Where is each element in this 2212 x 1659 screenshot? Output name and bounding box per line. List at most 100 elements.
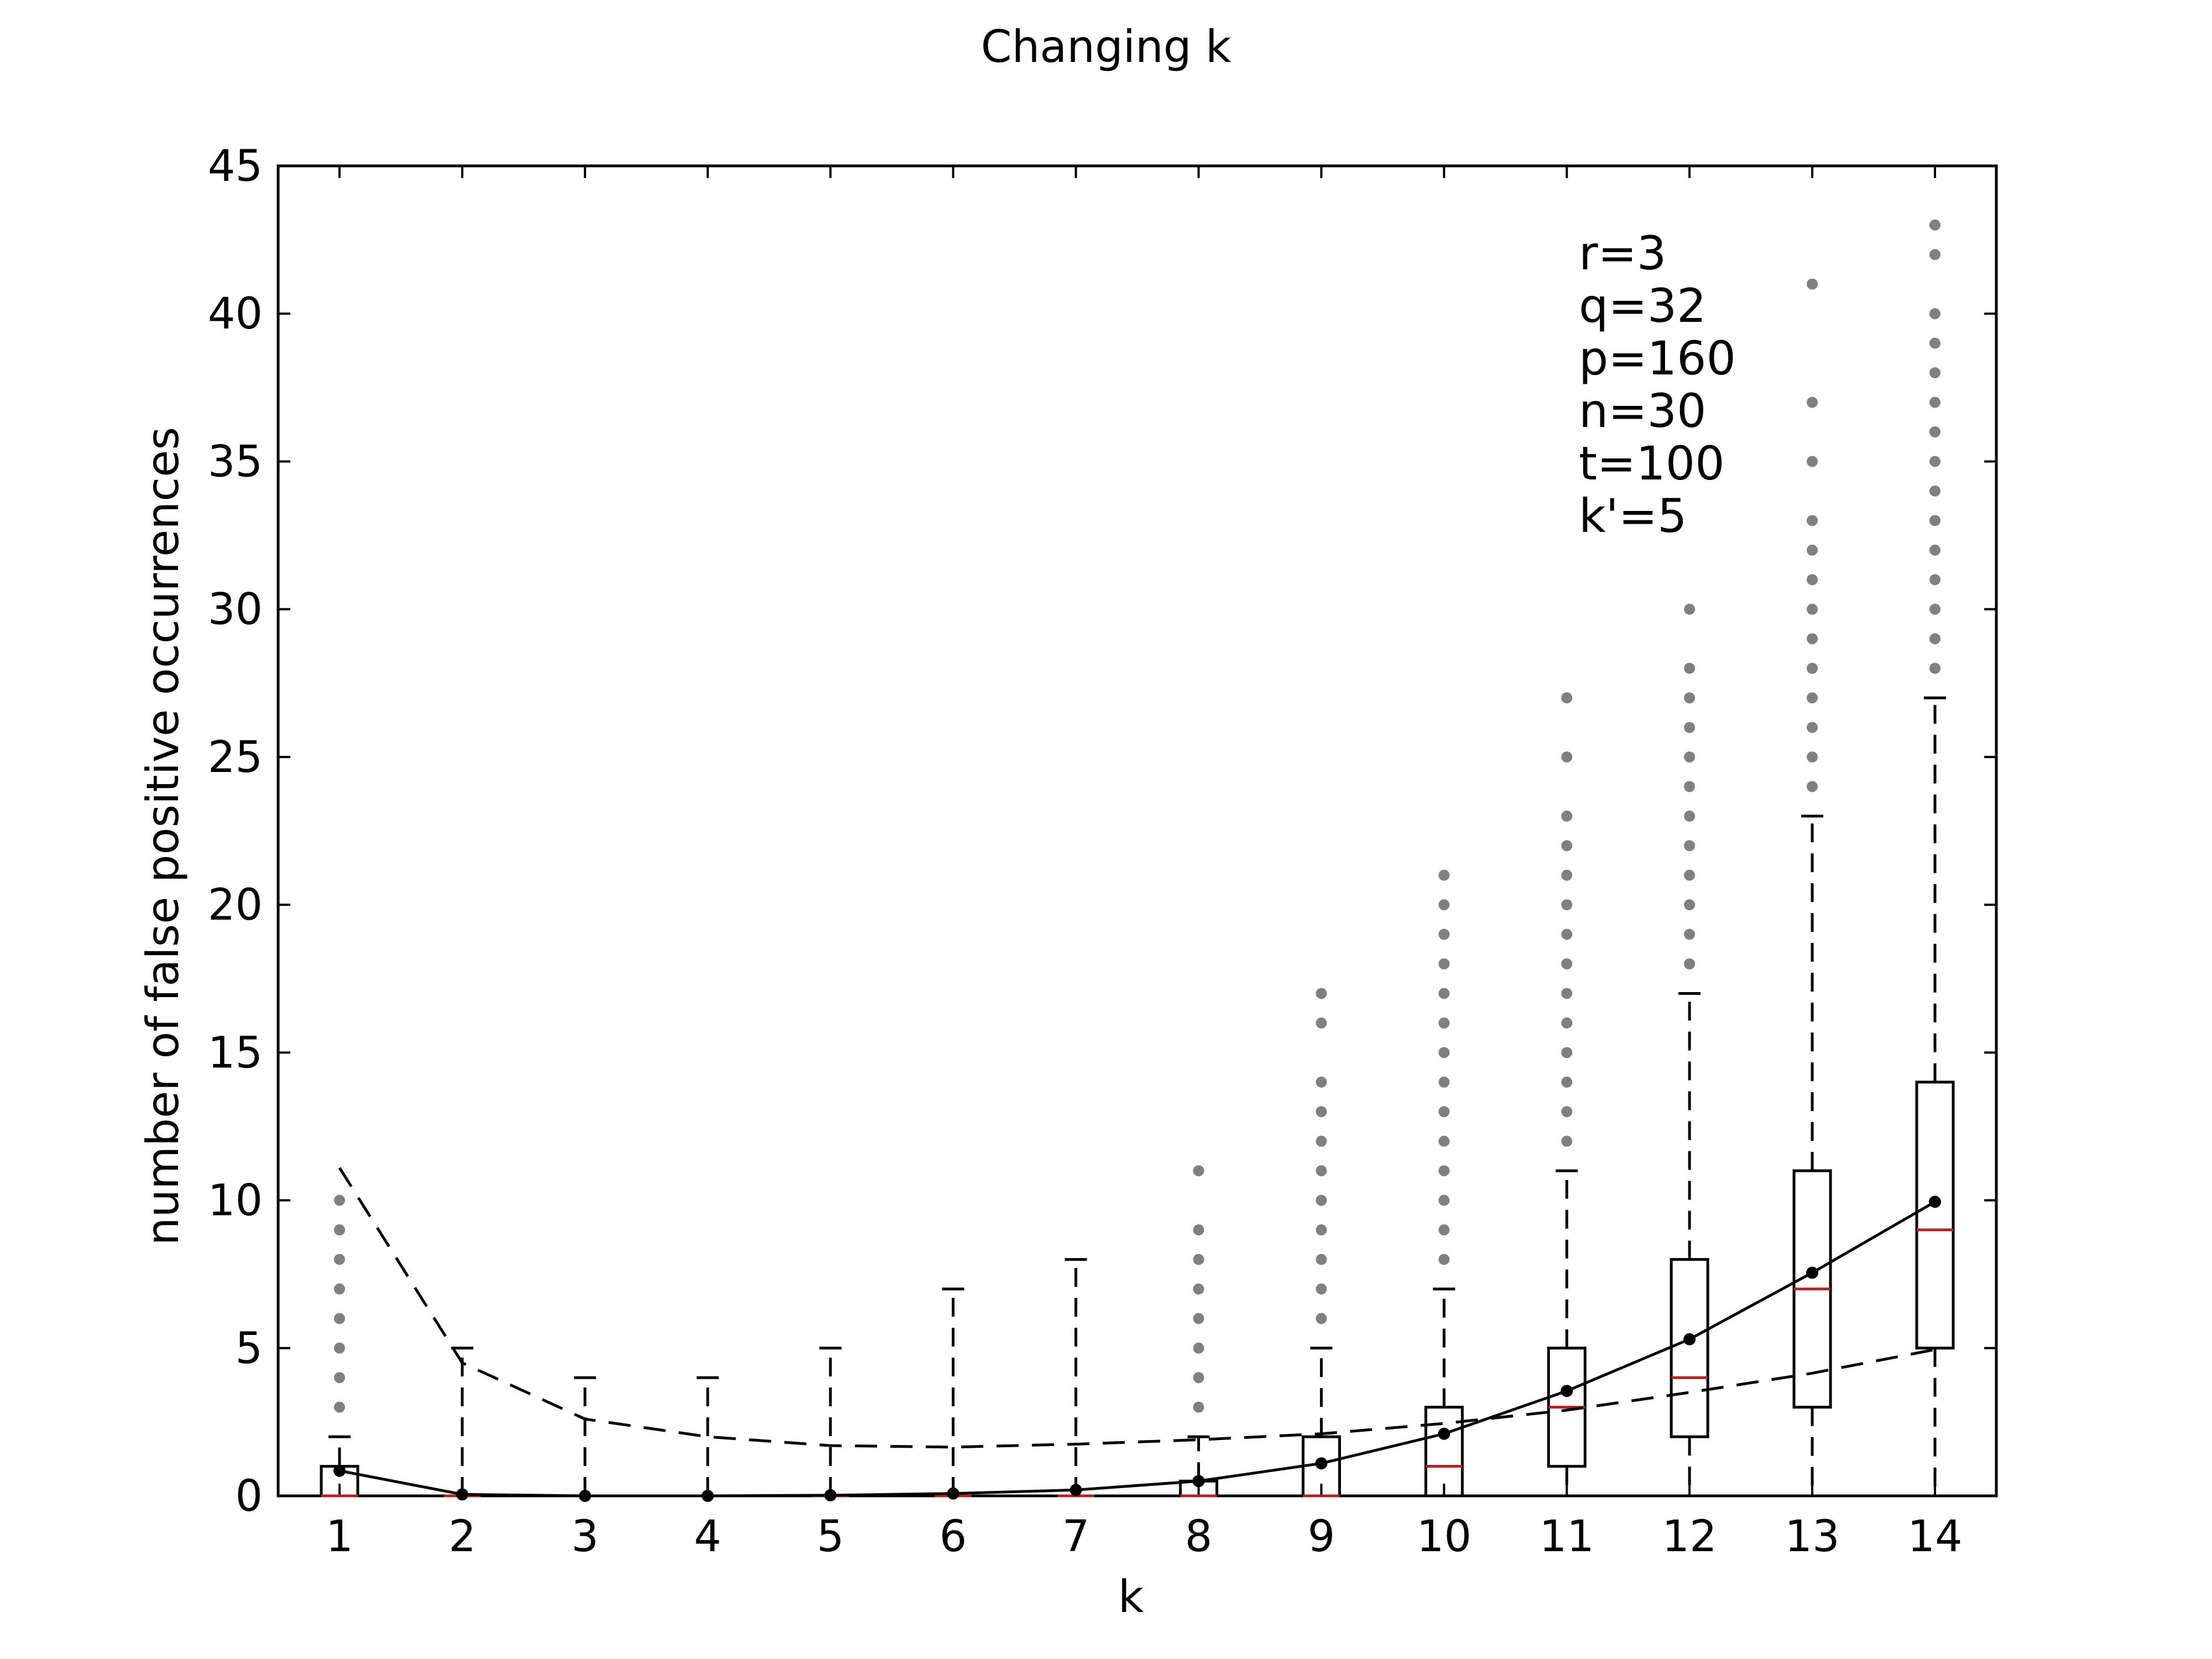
box-12 bbox=[1670, 603, 1709, 1498]
flier-point bbox=[1561, 692, 1573, 703]
x-tick-label: 10 bbox=[1417, 1512, 1472, 1562]
flier-point bbox=[1316, 1017, 1327, 1029]
flier-point bbox=[1561, 810, 1573, 822]
annotation-line: k'=5 bbox=[1579, 489, 1687, 543]
flier-point bbox=[1684, 781, 1695, 792]
flier-point bbox=[1929, 544, 1941, 556]
flier-point bbox=[1807, 603, 1818, 615]
flier-point bbox=[1561, 1017, 1573, 1029]
annotation-line: n=30 bbox=[1579, 384, 1707, 438]
x-tick-label: 3 bbox=[571, 1512, 599, 1562]
box-9 bbox=[1301, 988, 1341, 1498]
x-tick-label: 9 bbox=[1308, 1512, 1335, 1562]
flier-point bbox=[1316, 1165, 1327, 1177]
series-marker bbox=[456, 1488, 468, 1501]
flier-point bbox=[1561, 840, 1573, 852]
flier-point bbox=[1438, 1135, 1450, 1147]
x-tick-label: 6 bbox=[940, 1512, 967, 1562]
flier-point bbox=[333, 1372, 345, 1384]
box-11 bbox=[1547, 692, 1587, 1498]
x-tick-label: 4 bbox=[694, 1512, 722, 1562]
y-tick-label: 25 bbox=[208, 733, 263, 782]
flier-point bbox=[1684, 662, 1695, 674]
flier-point bbox=[1193, 1224, 1204, 1235]
flier-point bbox=[1316, 1283, 1327, 1295]
y-tick-label: 35 bbox=[208, 437, 263, 487]
x-tick-label: 7 bbox=[1062, 1512, 1090, 1562]
flier-point bbox=[1561, 869, 1573, 881]
flier-point bbox=[1684, 810, 1695, 822]
x-tick-label: 8 bbox=[1185, 1512, 1213, 1562]
flier-point bbox=[1684, 722, 1695, 733]
flier-point bbox=[333, 1194, 345, 1206]
flier-point bbox=[1438, 1106, 1450, 1118]
flier-point bbox=[1807, 515, 1818, 526]
flier-point bbox=[333, 1342, 345, 1354]
series-marker bbox=[701, 1490, 714, 1502]
series-marker bbox=[1806, 1266, 1819, 1279]
y-tick-label: 5 bbox=[235, 1324, 263, 1374]
flier-point bbox=[1929, 603, 1941, 615]
flier-point bbox=[333, 1401, 345, 1413]
x-tick-label: 2 bbox=[448, 1512, 476, 1562]
flier-point bbox=[333, 1283, 345, 1295]
flier-point bbox=[1807, 751, 1818, 763]
flier-point bbox=[1684, 840, 1695, 852]
flier-point bbox=[1807, 278, 1818, 290]
flier-point bbox=[1193, 1254, 1204, 1265]
flier-point bbox=[1193, 1165, 1204, 1177]
box-iqr bbox=[1424, 1406, 1464, 1498]
x-tick-label: 1 bbox=[326, 1512, 353, 1562]
flier-point bbox=[1438, 1165, 1450, 1177]
series-marker bbox=[1683, 1333, 1696, 1345]
flier-point bbox=[1561, 1047, 1573, 1058]
flier-point bbox=[1316, 1313, 1327, 1324]
flier-point bbox=[1316, 1194, 1327, 1206]
flier-point bbox=[1561, 928, 1573, 940]
x-tick-label: 5 bbox=[817, 1512, 844, 1562]
flier-point bbox=[1561, 988, 1573, 999]
y-tick-label: 45 bbox=[208, 142, 263, 191]
annotation-line: r=3 bbox=[1579, 226, 1666, 280]
flier-point bbox=[1193, 1372, 1204, 1384]
flier-point bbox=[1316, 1076, 1327, 1088]
flier-point bbox=[1929, 633, 1941, 645]
x-tick-label: 11 bbox=[1540, 1512, 1594, 1562]
y-tick-label: 15 bbox=[208, 1028, 263, 1078]
flier-point bbox=[1929, 219, 1941, 231]
annotation-line: t=100 bbox=[1579, 436, 1725, 491]
flier-point bbox=[1807, 544, 1818, 556]
x-tick-label: 13 bbox=[1785, 1512, 1839, 1562]
flier-point bbox=[1438, 1047, 1450, 1058]
flier-point bbox=[1438, 1194, 1450, 1206]
flier-point bbox=[1807, 722, 1818, 733]
flier-point bbox=[1807, 692, 1818, 703]
flier-point bbox=[1684, 928, 1695, 940]
flier-point bbox=[1684, 899, 1695, 911]
series-marker bbox=[1192, 1475, 1205, 1488]
dashed-line-series bbox=[338, 1167, 1936, 1449]
flier-point bbox=[1929, 308, 1941, 320]
y-tick-label: 0 bbox=[235, 1472, 263, 1521]
flier-point bbox=[1438, 1254, 1450, 1265]
flier-point bbox=[1807, 781, 1818, 792]
flier-point bbox=[333, 1224, 345, 1235]
flier-point bbox=[1438, 928, 1450, 940]
flier-point bbox=[1316, 988, 1327, 999]
y-tick-label: 30 bbox=[208, 585, 263, 635]
flier-point bbox=[1561, 1135, 1573, 1147]
flier-point bbox=[1438, 958, 1450, 969]
flier-point bbox=[1684, 958, 1695, 969]
flier-point bbox=[1929, 367, 1941, 379]
flier-point bbox=[1438, 1017, 1450, 1029]
flier-point bbox=[1438, 988, 1450, 999]
y-tick-label: 10 bbox=[208, 1176, 263, 1226]
flier-point bbox=[1561, 958, 1573, 969]
flier-point bbox=[1438, 869, 1450, 881]
flier-point bbox=[1807, 662, 1818, 674]
annotation-line: q=32 bbox=[1579, 279, 1707, 333]
